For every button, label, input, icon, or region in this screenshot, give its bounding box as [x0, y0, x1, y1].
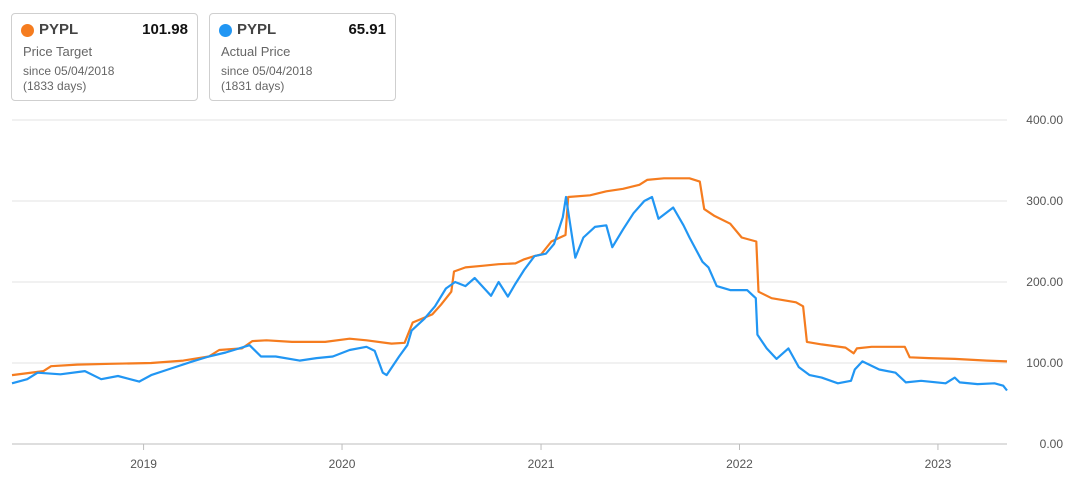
y-tick-label: 100.00 — [1026, 356, 1063, 370]
actual-price-days: (1831 days) — [221, 79, 285, 93]
x-tick-label: 2019 — [130, 457, 157, 471]
actual-price-since: since 05/04/2018 — [221, 64, 313, 78]
price-target-days: (1833 days) — [23, 79, 87, 93]
actual-price-card[interactable]: PYPL 65.91 Actual Price since 05/04/2018… — [209, 13, 396, 101]
price-target-value: 101.98 — [142, 21, 188, 38]
x-tick-label: 2023 — [925, 457, 952, 471]
x-tick-label: 2020 — [329, 457, 356, 471]
actual-price-ticker: PYPL — [237, 21, 277, 38]
price-target-card[interactable]: PYPL 101.98 Price Target since 05/04/201… — [11, 13, 198, 101]
y-tick-label: 200.00 — [1026, 275, 1063, 289]
y-tick-label: 300.00 — [1026, 194, 1063, 208]
x-tick-label: 2021 — [528, 457, 555, 471]
x-tick-label: 2022 — [726, 457, 753, 471]
price-target-since: since 05/04/2018 — [23, 64, 115, 78]
price-target-label: Price Target — [23, 44, 93, 59]
price-target-ticker: PYPL — [39, 21, 79, 38]
y-tick-label: 0.00 — [1040, 437, 1064, 451]
actual-price-label: Actual Price — [221, 44, 291, 59]
actual-price-value: 65.91 — [348, 21, 386, 38]
y-tick-label: 400.00 — [1026, 113, 1063, 127]
actual-price-dot-icon — [219, 24, 232, 37]
series-line-actual-price — [11, 195, 1008, 392]
price-target-dot-icon — [21, 24, 34, 37]
series-line-price-target — [11, 177, 1008, 377]
